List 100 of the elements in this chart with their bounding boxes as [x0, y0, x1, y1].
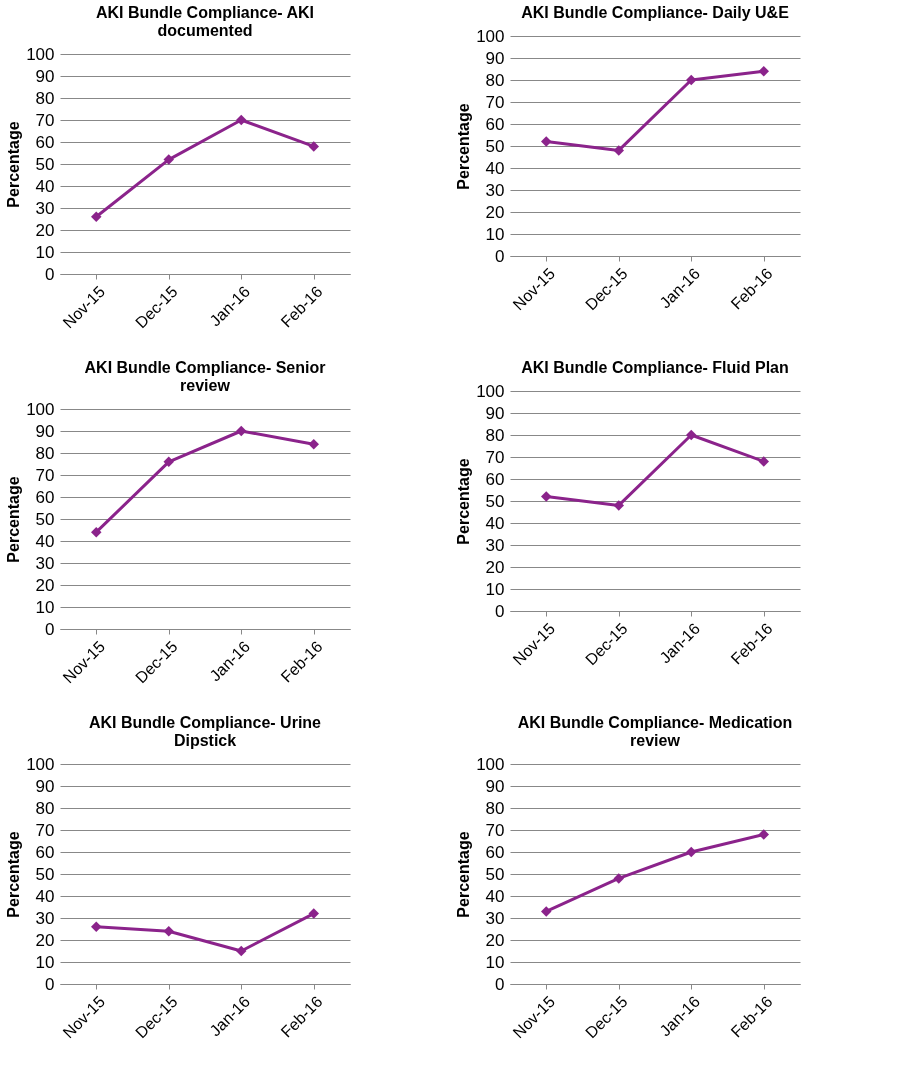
y-tick-label: 10: [35, 597, 55, 617]
point: [541, 491, 552, 502]
y-tick-label: 70: [35, 110, 55, 130]
y-tick-label: 90: [35, 66, 55, 86]
y-tick-label: 80: [35, 443, 55, 463]
y-tick-label: 80: [485, 425, 505, 445]
chart-title: AKI Bundle Compliance- AKI documented: [95, 4, 315, 39]
y-tick-label: 90: [35, 776, 55, 796]
y-tick-label: 40: [485, 886, 505, 906]
chart-title: AKI Bundle Compliance- Fluid Plan: [521, 359, 789, 376]
y-tick-label: 0: [495, 601, 505, 621]
point: [163, 456, 174, 468]
y-tick-label: 60: [485, 469, 505, 489]
y-tick-label: 30: [35, 553, 55, 573]
y-tick-label: 40: [35, 531, 55, 551]
y-tick-label: 0: [495, 974, 505, 994]
y-axis-title: Percentage: [455, 831, 473, 918]
point: [613, 873, 624, 884]
point: [308, 908, 319, 919]
point: [236, 945, 247, 957]
y-tick-label: 100: [476, 754, 505, 774]
y-tick-label: 60: [35, 132, 55, 152]
y-axis-title: Percentage: [5, 121, 23, 208]
y-tick-label: 90: [485, 403, 505, 423]
y-tick-label: 20: [485, 930, 505, 950]
point: [758, 829, 769, 840]
y-tick-label: 40: [485, 158, 505, 178]
y-tick-label: 60: [35, 842, 55, 862]
chart-title: AKI Bundle Compliance- Urine Dipstick: [88, 714, 322, 749]
point: [91, 921, 102, 933]
y-tick-label: 50: [485, 491, 505, 511]
y-tick-label: 100: [26, 399, 55, 419]
y-axis-title: Percentage: [455, 103, 473, 190]
y-tick-label: 100: [476, 381, 505, 401]
y-tick-label: 30: [485, 908, 505, 928]
point: [163, 154, 174, 165]
y-tick-label: 10: [485, 579, 505, 599]
y-tick-label: 100: [476, 26, 505, 46]
y-tick-label: 20: [35, 220, 55, 240]
point: [91, 211, 102, 223]
y-tick-label: 50: [485, 864, 505, 884]
y-tick-label: 0: [45, 619, 55, 639]
point: [686, 74, 697, 86]
chart-title: AKI Bundle Compliance- Medication review: [517, 714, 793, 749]
point: [686, 846, 697, 858]
y-tick-label: 30: [35, 908, 55, 928]
y-tick-label: 10: [485, 224, 505, 244]
point: [758, 456, 769, 467]
y-tick-label: 70: [485, 447, 505, 467]
y-axis-title: Percentage: [455, 458, 473, 545]
y-tick-label: 90: [35, 421, 55, 441]
y-tick-label: 60: [485, 842, 505, 862]
point: [613, 500, 624, 511]
y-tick-label: 50: [485, 136, 505, 156]
chart-title: AKI Bundle Compliance- Daily U&E: [521, 4, 790, 21]
y-tick-label: 100: [26, 44, 55, 64]
point: [541, 136, 552, 147]
point: [613, 145, 624, 156]
y-tick-label: 30: [485, 180, 505, 200]
point: [541, 906, 552, 917]
chart-title: AKI Bundle Compliance- Senior review: [84, 359, 326, 394]
point: [308, 438, 319, 450]
y-tick-label: 70: [485, 92, 505, 112]
y-tick-label: 20: [485, 557, 505, 577]
y-tick-label: 40: [35, 886, 55, 906]
y-tick-label: 10: [485, 952, 505, 972]
y-tick-label: 70: [35, 820, 55, 840]
point: [758, 65, 769, 77]
y-tick-label: 40: [35, 176, 55, 196]
y-tick-label: 10: [35, 242, 55, 262]
point: [686, 429, 697, 441]
y-tick-label: 60: [485, 114, 505, 134]
y-tick-label: 80: [35, 798, 55, 818]
y-tick-label: 90: [485, 48, 505, 68]
y-tick-label: 90: [485, 776, 505, 796]
y-tick-label: 0: [495, 246, 505, 266]
y-tick-label: 70: [35, 465, 55, 485]
y-tick-label: 70: [485, 820, 505, 840]
point: [163, 925, 174, 937]
y-tick-label: 30: [35, 198, 55, 218]
y-tick-label: 40: [485, 513, 505, 533]
y-tick-label: 60: [35, 487, 55, 507]
y-tick-label: 20: [485, 202, 505, 222]
y-tick-label: 0: [45, 264, 55, 284]
y-tick-label: 0: [45, 974, 55, 994]
y-tick-label: 80: [485, 798, 505, 818]
y-tick-label: 50: [35, 864, 55, 884]
y-tick-label: 20: [35, 930, 55, 950]
y-tick-label: 50: [35, 154, 55, 174]
point: [308, 141, 319, 152]
y-tick-label: 100: [26, 754, 55, 774]
y-tick-label: 10: [35, 952, 55, 972]
y-axis-title: Percentage: [5, 831, 23, 918]
y-tick-label: 50: [35, 509, 55, 529]
y-tick-label: 30: [485, 535, 505, 555]
y-tick-label: 80: [485, 70, 505, 90]
point: [236, 425, 247, 437]
y-axis-title: Percentage: [5, 476, 23, 563]
point: [236, 114, 247, 126]
y-tick-label: 20: [35, 575, 55, 595]
